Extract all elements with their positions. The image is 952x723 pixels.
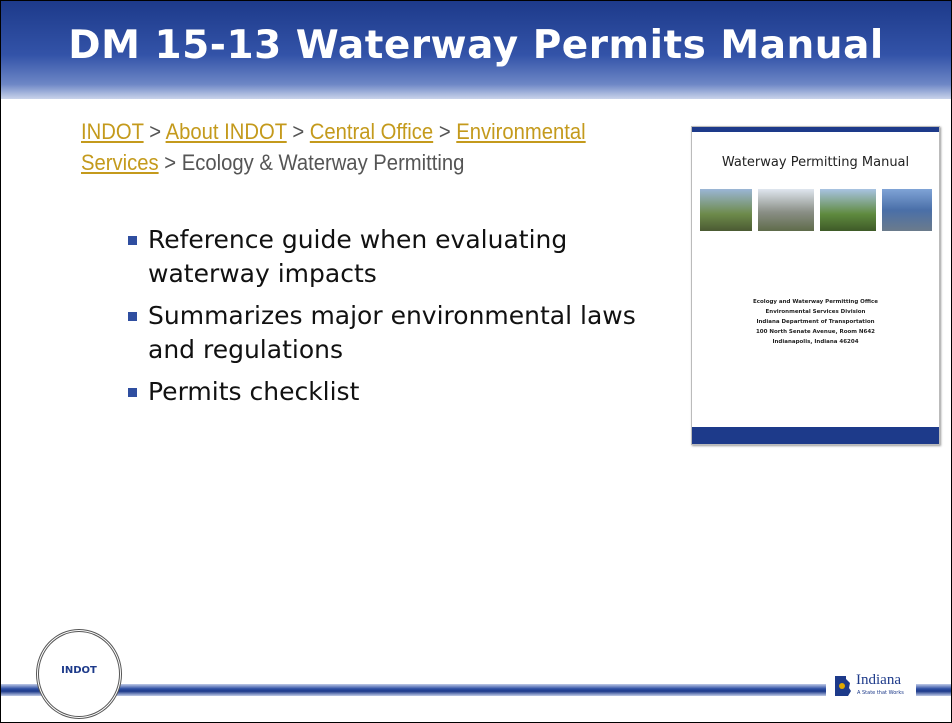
title-bar: DM 15-13 Waterway Permits Manual	[1, 1, 951, 99]
slide-title: DM 15-13 Waterway Permits Manual	[1, 23, 951, 68]
breadcrumb-link[interactable]: About INDOT	[166, 119, 287, 144]
address-line: Indiana Department of Transportation	[692, 317, 939, 327]
address-line: Environmental Services Division	[692, 307, 939, 317]
address-line: Indianapolis, Indiana 46204	[692, 337, 939, 347]
logo-mark	[832, 674, 852, 698]
bullet-item: Summarizes major environmental laws and …	[126, 299, 646, 367]
indot-seal: INDOT	[36, 629, 122, 719]
bullet-text: Permits checklist	[148, 377, 359, 406]
footer-rule	[1, 684, 951, 696]
breadcrumb-separator: >	[164, 150, 176, 175]
breadcrumb-separator: >	[292, 119, 304, 144]
address-line: 100 North Senate Avenue, Room N642	[692, 327, 939, 337]
cover-photo	[700, 189, 752, 231]
breadcrumb-separator: >	[439, 119, 451, 144]
breadcrumb-link[interactable]: INDOT	[81, 119, 144, 144]
bullet-marker	[128, 312, 137, 321]
breadcrumb-separator: >	[149, 119, 161, 144]
cover-band	[692, 127, 939, 132]
bullet-list: Reference guide when evaluating waterway…	[126, 223, 646, 417]
breadcrumb: INDOT > About INDOT > Central Office > E…	[81, 116, 624, 178]
bullet-item: Reference guide when evaluating waterway…	[126, 223, 646, 291]
breadcrumb-current: Ecology & Waterway Permitting	[182, 150, 465, 175]
seal-text: INDOT	[39, 665, 119, 676]
cover-photo	[882, 189, 932, 231]
bullet-marker	[128, 236, 137, 245]
logo-name: Indiana	[856, 672, 901, 689]
bullet-text: Summarizes major environmental laws and …	[148, 301, 636, 364]
logo-tagline: A State that Works	[857, 690, 904, 696]
cover-title: Waterway Permitting Manual	[692, 155, 939, 170]
breadcrumb-link[interactable]: Central Office	[310, 119, 433, 144]
bullet-item: Permits checklist	[126, 375, 646, 409]
page: DM 15-13 Waterway Permits Manual INDOT >…	[0, 0, 952, 723]
cover-footer	[692, 427, 939, 444]
slide: DM 15-13 Waterway Permits Manual INDOT >…	[0, 0, 952, 723]
bullet-text: Reference guide when evaluating waterway…	[148, 225, 567, 288]
indiana-logo: Indiana A State that Works	[826, 668, 916, 708]
cover-photo	[758, 189, 814, 231]
cover-photo	[820, 189, 876, 231]
bullet-marker	[128, 388, 137, 397]
address-line: Ecology and Waterway Permitting Office	[692, 297, 939, 307]
manual-cover: Waterway Permitting Manual Ecology and W…	[691, 126, 940, 445]
